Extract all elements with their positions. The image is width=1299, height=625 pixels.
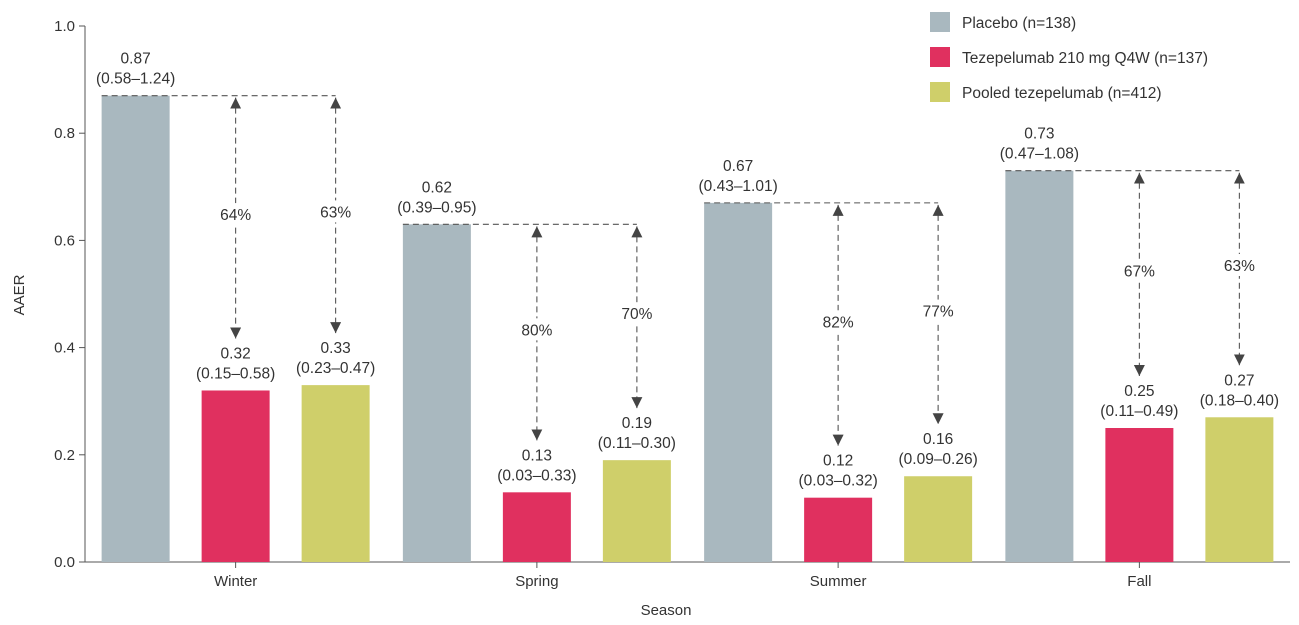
reduction-label-bg [309,200,362,223]
reduction-percent-label: 70% [621,306,652,323]
data-labels: 0.87 (0.58–1.24) 0.32 (0.15–0.58) 0.33 (0.23–… [96,51,1279,490]
bar [101,95,170,563]
y-tick-label: 0.2 [54,447,75,464]
y-tick-label: 0.8 [54,125,75,142]
x-tick-label: Summer [810,573,867,590]
legend: Placebo (n=138) Tezepelumab 210 mg Q4W (n… [930,12,1208,102]
reduction-annotations: 64% 63% 80% 70% 82% 77% 67% 63% [101,95,1266,446]
x-axis-label: Season [641,602,692,619]
x-tick-label: Fall [1127,573,1151,590]
bar-value-label: 0.12 [823,453,853,470]
legend-entry-label: Tezepelumab 210 mg Q4W (n=137) [962,50,1208,67]
bar-ci-label: (0.47–1.08) [1000,146,1079,163]
legend-swatch [930,47,950,67]
bar-value-label: 0.25 [1124,383,1154,400]
reduction-label-bg [812,310,865,333]
bar-ci-label: (0.09–0.26) [898,451,977,468]
x-tick-label: Spring [515,573,558,590]
legend-entry-label: Pooled tezepelumab (n=412) [962,85,1162,102]
bar-value-label: 0.62 [422,179,452,196]
bar-value-label: 0.16 [923,431,953,448]
axes: 0.0 0.2 0.4 0.6 0.8 1.0 Winter Spring Summer Fall [54,18,1290,590]
x-tick-label: Winter [214,573,257,590]
legend-swatch [930,82,950,102]
y-axis-label: AAER [11,274,28,315]
bar-value-label: 0.33 [321,340,351,357]
reduction-percent-label: 80% [521,322,552,339]
bar [904,476,973,562]
reduction-percent-label: 82% [823,314,854,331]
reduction-percent-label: 63% [320,204,351,221]
bar-ci-label: (0.58–1.24) [96,71,175,88]
bar-ci-label: (0.18–0.40) [1200,392,1279,409]
bar [602,460,671,562]
reduction-label-bg [610,302,663,325]
bar [402,224,471,562]
reduction-label-bg [209,203,262,226]
y-tick-label: 0.6 [54,232,75,249]
bar-value-label: 0.19 [622,415,652,432]
reduction-percent-label: 63% [1224,258,1255,275]
reduction-label-bg [1113,259,1166,282]
reduction-percent-label: 67% [1124,263,1155,280]
bar-value-label: 0.27 [1224,372,1254,389]
bar-ci-label: (0.39–0.95) [397,199,476,216]
reduction-percent-label: 64% [220,207,251,224]
y-tick-label: 1.0 [54,18,75,35]
bar-value-label: 0.87 [121,51,151,68]
bar-ci-label: (0.23–0.47) [296,360,375,377]
legend-entry-label: Placebo (n=138) [962,15,1076,32]
bar [804,497,873,562]
reduction-label-bg [912,299,965,322]
y-tick-label: 0.4 [54,340,75,357]
bar [502,492,571,562]
bar-value-label: 0.67 [723,158,753,175]
bar [201,390,270,562]
bar-value-label: 0.73 [1024,126,1054,143]
bar-ci-label: (0.43–1.01) [698,178,777,195]
bar [1105,428,1174,562]
reduction-percent-label: 77% [923,304,954,321]
bar [301,385,370,562]
bars [101,95,1274,563]
reduction-label-bg [1213,254,1266,276]
bar-value-label: 0.32 [221,345,251,362]
bar [1205,417,1274,562]
bar-ci-label: (0.15–0.58) [196,365,275,382]
bar-ci-label: (0.03–0.32) [798,473,877,490]
bar [704,202,773,562]
bar-ci-label: (0.11–0.49) [1100,403,1178,420]
bar [1005,170,1074,562]
y-tick-label: 0.0 [54,554,75,571]
reduction-label-bg [510,318,563,341]
bar-ci-label: (0.11–0.30) [598,435,676,452]
bar-ci-label: (0.03–0.33) [497,467,576,484]
legend-swatch [930,12,950,32]
bar-value-label: 0.13 [522,447,552,464]
